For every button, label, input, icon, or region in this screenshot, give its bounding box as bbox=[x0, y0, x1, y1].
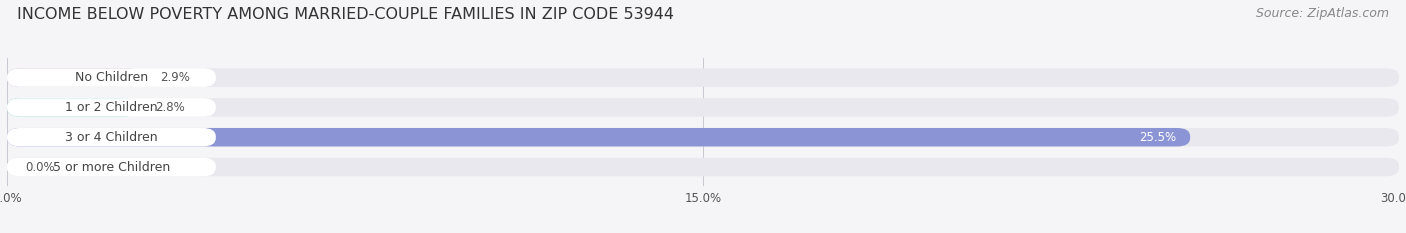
Text: 5 or more Children: 5 or more Children bbox=[53, 161, 170, 174]
FancyBboxPatch shape bbox=[7, 128, 1399, 147]
FancyBboxPatch shape bbox=[7, 128, 217, 147]
Text: 25.5%: 25.5% bbox=[1139, 131, 1177, 144]
FancyBboxPatch shape bbox=[7, 128, 1191, 147]
FancyBboxPatch shape bbox=[7, 68, 1399, 87]
Text: 0.0%: 0.0% bbox=[25, 161, 55, 174]
FancyBboxPatch shape bbox=[7, 68, 217, 87]
FancyBboxPatch shape bbox=[7, 68, 142, 87]
Text: 1 or 2 Children: 1 or 2 Children bbox=[65, 101, 157, 114]
FancyBboxPatch shape bbox=[7, 98, 136, 117]
FancyBboxPatch shape bbox=[7, 158, 1399, 176]
Text: 2.9%: 2.9% bbox=[160, 71, 190, 84]
FancyBboxPatch shape bbox=[7, 158, 217, 176]
Text: INCOME BELOW POVERTY AMONG MARRIED-COUPLE FAMILIES IN ZIP CODE 53944: INCOME BELOW POVERTY AMONG MARRIED-COUPL… bbox=[17, 7, 673, 22]
Text: 2.8%: 2.8% bbox=[156, 101, 186, 114]
FancyBboxPatch shape bbox=[7, 98, 217, 117]
Text: 3 or 4 Children: 3 or 4 Children bbox=[65, 131, 157, 144]
FancyBboxPatch shape bbox=[7, 98, 1399, 117]
Text: No Children: No Children bbox=[75, 71, 148, 84]
Text: Source: ZipAtlas.com: Source: ZipAtlas.com bbox=[1256, 7, 1389, 20]
